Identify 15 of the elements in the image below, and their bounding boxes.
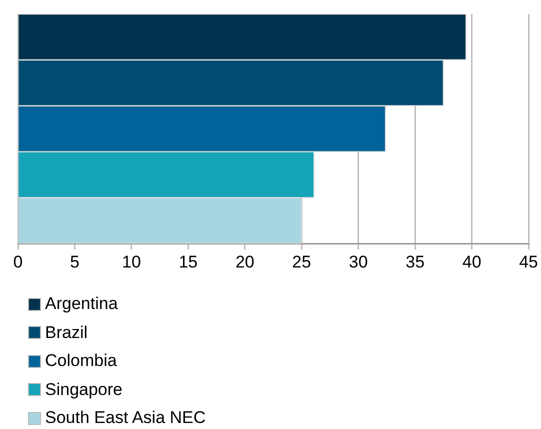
x-tick-label: 25	[292, 252, 312, 272]
x-tick-label: 45	[519, 252, 538, 272]
x-tick-label: 5	[70, 252, 80, 272]
legend-label: Brazil	[45, 322, 88, 343]
legend-label: Singapore	[45, 380, 123, 400]
x-tick-label: 15	[178, 252, 198, 272]
legend-label: Colombia	[45, 351, 117, 372]
x-tick-label: 30	[348, 252, 368, 272]
legend-label: South East Asia NEC	[45, 408, 206, 428]
x-tick-label: 10	[122, 252, 141, 272]
legend-label: Argentina	[45, 294, 118, 314]
x-tick-label: 40	[462, 252, 482, 272]
x-tick-label: 0	[13, 252, 23, 272]
x-tick-label: 20	[235, 252, 254, 272]
x-tick-label: 35	[406, 252, 425, 272]
